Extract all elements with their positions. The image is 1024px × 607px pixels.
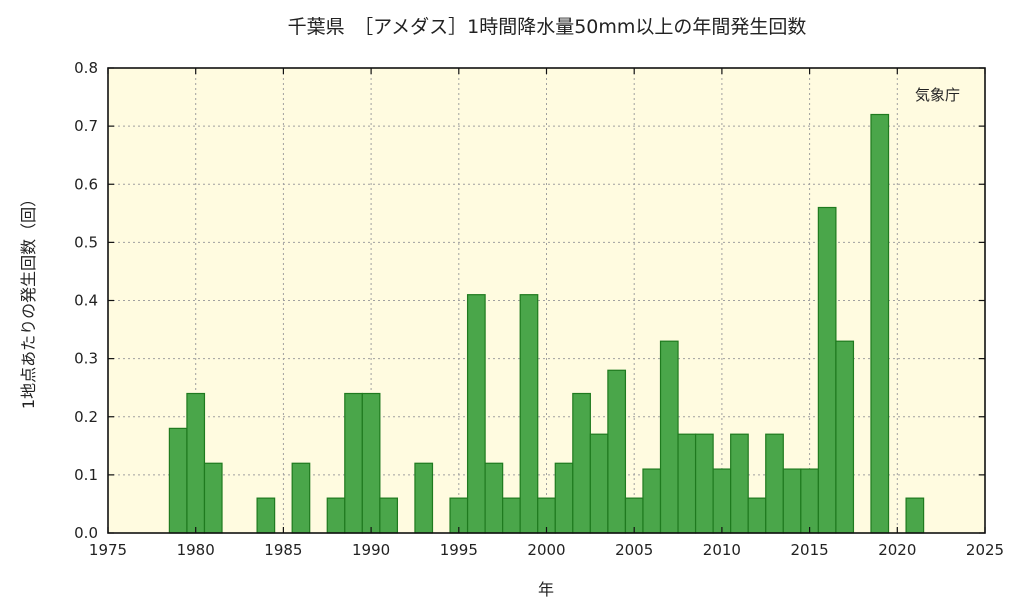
x-tick-label: 2000 (527, 541, 565, 559)
bar (694, 433, 714, 534)
x-tick-label: 1995 (440, 541, 478, 559)
bar (589, 433, 609, 534)
bar (712, 468, 732, 534)
bar (168, 427, 188, 534)
bar (361, 392, 381, 534)
bar (186, 392, 206, 534)
y-tick-label: 0.7 (74, 117, 98, 135)
bar (256, 497, 276, 534)
x-tick-label: 2025 (966, 541, 1004, 559)
bar (870, 113, 890, 534)
bar (677, 433, 697, 534)
y-tick-label: 0.1 (74, 466, 98, 484)
bar (730, 433, 749, 534)
x-tick-label: 2020 (878, 541, 916, 559)
bar (642, 468, 662, 534)
bar (502, 497, 521, 534)
bar (835, 340, 855, 534)
x-tick-label: 1990 (352, 541, 390, 559)
x-axis-label: 年 (538, 580, 554, 599)
x-tick-label: 2005 (615, 541, 653, 559)
bar (203, 462, 223, 534)
axis-ticks: 0.0 0.1 0.2 0.3 0.4 0.5 0.6 0.7 0.8 1975 1980 1985 1… (74, 59, 1004, 559)
y-tick-label: 0.4 (74, 292, 98, 310)
bar (379, 497, 399, 534)
bar (414, 462, 434, 534)
bar (747, 497, 767, 534)
bar (326, 497, 346, 534)
bar (782, 468, 802, 534)
y-tick-label: 0.5 (74, 233, 98, 251)
bar (905, 497, 925, 534)
bar (817, 206, 837, 534)
chart-title: 千葉県 ［アメダス］1時間降水量50mm以上の年間発生回数 (288, 16, 807, 38)
x-tick-label: 2010 (703, 541, 741, 559)
y-tick-label: 0.0 (74, 524, 98, 542)
bar (554, 462, 574, 534)
bars (168, 113, 925, 534)
bar (344, 392, 363, 534)
bar (484, 462, 504, 534)
y-tick-label: 0.3 (74, 350, 98, 368)
bar (466, 294, 486, 534)
x-tick-label: 1980 (177, 541, 215, 559)
bar (765, 433, 784, 534)
y-tick-label: 0.2 (74, 408, 98, 426)
bar (291, 462, 311, 534)
bar (800, 468, 819, 534)
credit-label: 気象庁 (915, 86, 960, 104)
x-tick-label: 1975 (89, 541, 127, 559)
y-tick-label: 0.8 (74, 59, 98, 77)
bar (519, 294, 539, 534)
bar (607, 369, 627, 534)
y-tick-label: 0.6 (74, 175, 98, 193)
x-tick-label: 1985 (264, 541, 302, 559)
bar (572, 392, 591, 534)
bar (659, 340, 679, 534)
y-axis-label: 1地点あたりの発生回数（回） (19, 191, 38, 409)
x-tick-label: 2015 (791, 541, 829, 559)
